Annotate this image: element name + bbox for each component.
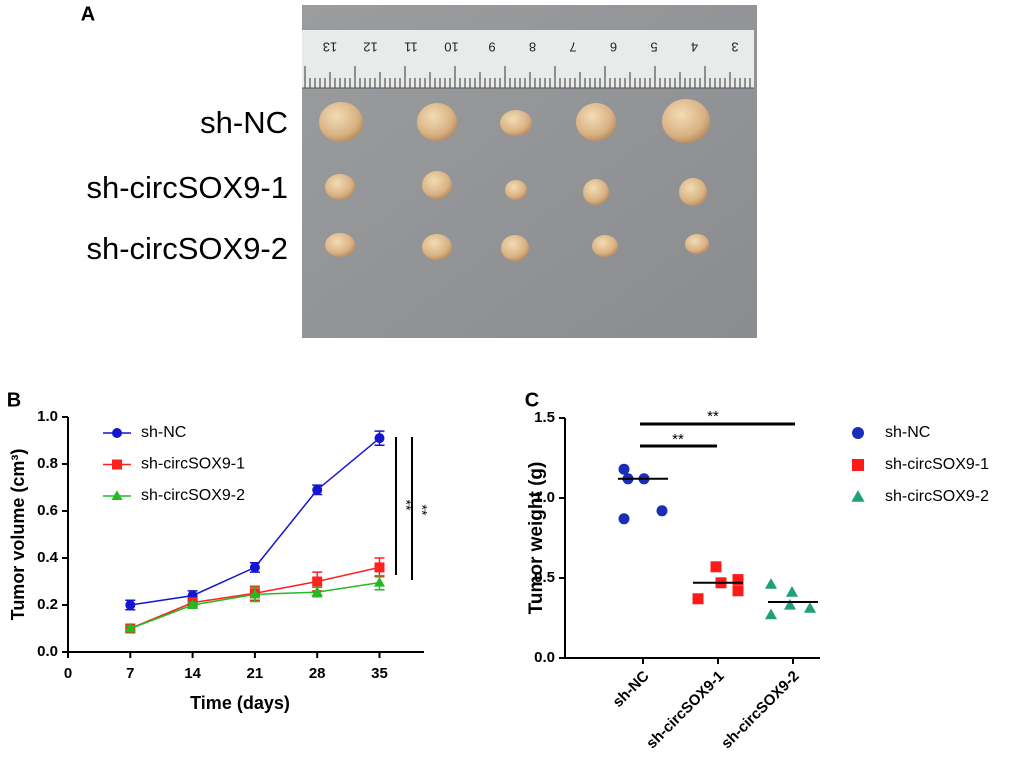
legend-label: sh-circSOX9-1 [885, 456, 989, 473]
tumor [417, 103, 457, 141]
tumor [319, 102, 363, 142]
tumor [422, 234, 452, 260]
legend-marker [112, 459, 122, 470]
y-tick-label: 1.5 [534, 409, 555, 426]
x-tick-label: sh-NC [609, 668, 652, 711]
tumor [662, 99, 710, 143]
legend-label: sh-circSOX9-2 [885, 488, 989, 505]
tumor [592, 235, 618, 257]
data-point [249, 562, 260, 573]
data-point [692, 593, 704, 605]
data-point [803, 602, 817, 613]
tumor [325, 233, 355, 257]
legend-label: sh-NC [885, 424, 930, 441]
x-tick-label: sh-circSOX9-1 [643, 668, 728, 753]
tumor [325, 174, 355, 200]
legend-marker [112, 428, 122, 438]
ruler-label: 13 [323, 40, 337, 55]
x-tick-label: sh-circSOX9-2 [718, 668, 803, 753]
legend-marker [852, 427, 864, 439]
ruler-label: 10 [444, 40, 458, 55]
x-axis-title: Time (days) [190, 693, 290, 713]
ruler-label: 5 [650, 40, 657, 55]
tumor [500, 110, 532, 136]
panel-label: C [525, 389, 539, 411]
significance-label: ** [414, 505, 430, 516]
legend-marker [852, 459, 864, 471]
row-label: sh-NC [200, 105, 288, 140]
data-point [374, 433, 385, 444]
legend-label: sh-circSOX9-1 [141, 456, 245, 473]
tumor [576, 103, 616, 141]
data-point [125, 600, 136, 610]
x-tick-label: 0 [64, 665, 72, 682]
data-point [312, 484, 323, 495]
ruler-label: 4 [691, 40, 698, 55]
significance-label: ** [672, 431, 684, 448]
significance-label: ** [398, 500, 414, 511]
data-point [710, 561, 722, 573]
legend-label: sh-circSOX9-2 [141, 487, 245, 504]
y-axis-title: Tumor volume (cm³) [8, 449, 28, 621]
y-tick-label: 1.0 [534, 489, 555, 506]
ruler-label: 11 [404, 40, 418, 55]
y-tick-label: 0.0 [37, 643, 58, 660]
y-tick-label: 0.2 [37, 596, 58, 613]
data-point [618, 463, 630, 475]
legend-marker [851, 490, 865, 502]
tumor [685, 234, 709, 254]
ruler-label: 12 [363, 40, 377, 55]
data-point [785, 586, 799, 597]
data-point [374, 562, 385, 573]
tumor [501, 235, 529, 261]
y-tick-label: 0.6 [37, 502, 58, 519]
y-tick-label: 0.0 [534, 649, 555, 666]
data-point [764, 578, 778, 589]
data-point [187, 599, 199, 609]
y-tick-label: 0.4 [37, 549, 59, 566]
x-tick-label: 21 [247, 665, 264, 682]
data-point [764, 608, 778, 620]
data-point [312, 576, 323, 587]
row-label: sh-circSOX9-2 [86, 231, 288, 266]
data-point [732, 585, 744, 597]
ruler-label: 8 [529, 40, 536, 55]
data-point [732, 574, 744, 586]
data-point [656, 505, 668, 517]
y-tick-label: 0.5 [534, 569, 555, 586]
ruler-label: 6 [610, 40, 617, 55]
x-tick-label: 7 [126, 665, 134, 682]
panel-label: B [7, 389, 21, 411]
legend-marker [111, 490, 123, 500]
data-point [124, 622, 136, 633]
tumor-photo: 13 12 11 10 9 8 7 6 5 4 3 [302, 5, 757, 338]
x-tick-label: 28 [309, 665, 326, 682]
panel-label: A [81, 3, 95, 25]
ruler [302, 30, 754, 88]
y-axis-title: Tumor weight (g) [526, 462, 547, 615]
tumor [583, 179, 609, 205]
row-label: sh-circSOX9-1 [86, 170, 288, 205]
data-point [374, 576, 385, 587]
x-tick-label: 14 [184, 665, 201, 682]
tumor [505, 180, 527, 200]
data-point [783, 598, 797, 610]
legend-label: sh-NC [141, 424, 186, 441]
data-point [311, 586, 323, 597]
ruler-label: 9 [488, 40, 495, 55]
tumor [422, 171, 452, 199]
significance-label: ** [707, 408, 719, 425]
x-tick-label: 35 [371, 665, 388, 682]
ruler-label: 3 [731, 40, 738, 55]
data-point [249, 588, 261, 599]
y-tick-label: 1.0 [37, 408, 58, 425]
tumor [679, 178, 707, 206]
y-tick-label: 0.8 [37, 455, 58, 472]
ruler-label: 7 [569, 40, 576, 55]
data-point [618, 513, 630, 525]
